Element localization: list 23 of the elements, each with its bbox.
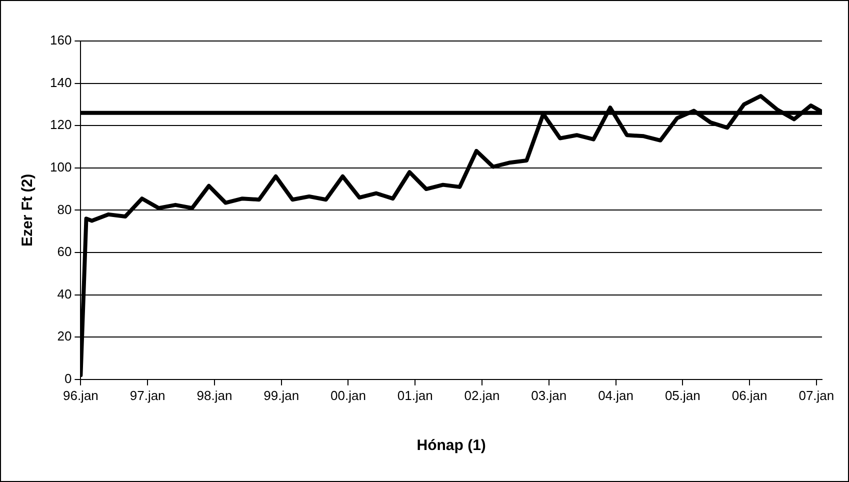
x-tick-label: 01.jan [397, 388, 433, 403]
y-tick-label: 20 [57, 328, 72, 344]
y-tick-label: 0 [64, 370, 72, 386]
y-tick-label: 100 [50, 159, 72, 174]
y-tick-label: 40 [57, 286, 72, 302]
x-tick-label: 07.jan [798, 388, 834, 403]
x-tick-label: 00.jan [330, 388, 366, 403]
x-tick-label: 04.jan [598, 388, 634, 403]
x-tick-label: 06.jan [732, 388, 768, 403]
y-tick-label: 60 [57, 244, 72, 260]
x-tick-label: 03.jan [531, 388, 567, 403]
x-tick-label: 99.jan [264, 388, 300, 403]
x-tick-label: 97.jan [130, 388, 166, 403]
y-axis-title: Ezer Ft (2) [19, 174, 36, 246]
x-tick-label: 05.jan [664, 388, 700, 403]
x-axis-title: Hónap (1) [416, 437, 486, 454]
x-tick-label: 02.jan [464, 388, 500, 403]
x-tick-label: 98.jan [196, 388, 232, 403]
y-tick-label: 140 [50, 74, 72, 90]
y-tick-label: 120 [50, 117, 72, 132]
x-tick-label: 96.jan [62, 388, 98, 403]
y-tick-label: 160 [50, 32, 72, 48]
y-tick-label: 80 [57, 202, 72, 217]
